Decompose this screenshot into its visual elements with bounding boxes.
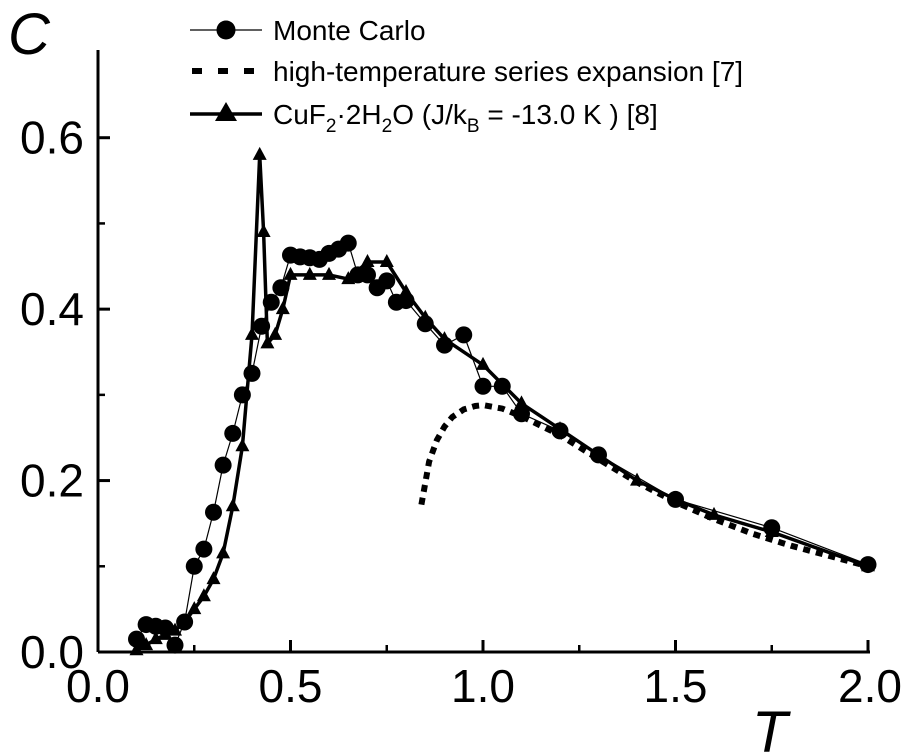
point-cuf2 (379, 254, 394, 267)
point-cuf2 (206, 571, 221, 585)
y-axis-title: C (8, 2, 51, 67)
point-cuf2 (418, 309, 433, 323)
point-cuf2 (177, 614, 192, 627)
point-cuf2 (260, 335, 275, 349)
point-cuf2 (476, 356, 490, 370)
point-cuf2 (148, 631, 163, 645)
point-cuf2 (129, 642, 144, 656)
legend: Monte Carlo high-temperature series expa… (190, 15, 743, 137)
series-layer (128, 146, 877, 656)
y-tick-label: 0.0 (20, 626, 84, 678)
point-cuf2 (630, 472, 644, 486)
series-line-cuf2 (135, 153, 869, 652)
x-tick-label: 2.0 (838, 660, 902, 712)
legend-cu-marker (215, 102, 237, 121)
point-cuf2 (252, 146, 267, 160)
point-cuf2 (283, 266, 298, 280)
point-monte-carlo (243, 364, 261, 382)
point-cuf2 (399, 284, 413, 297)
series-line-high-temperature (418, 402, 869, 570)
point-cuf2 (591, 446, 606, 460)
series-1 (418, 402, 869, 570)
point-cuf2 (861, 558, 875, 572)
point-monte-carlo (205, 503, 222, 521)
legend-hts-label: high-temperature series expansion [7] (273, 56, 743, 87)
point-cuf2 (553, 421, 567, 435)
series-line-monte-carlo (135, 242, 869, 647)
y-tick-label: 0.6 (20, 112, 84, 164)
x-tick-label: 1.0 (451, 660, 515, 712)
y-tick-label: 0.4 (20, 283, 84, 335)
legend-mc-marker (216, 20, 236, 40)
point-cuf2 (341, 271, 356, 285)
point-monte-carlo (474, 377, 492, 395)
point-cuf2 (437, 331, 452, 345)
point-monte-carlo (185, 557, 203, 575)
x-ticks: 0.0 0.5 1.0 1.5 2.0 (66, 640, 902, 712)
point-monte-carlo (455, 326, 473, 344)
point-cuf2 (245, 326, 259, 340)
point-cuf2 (256, 224, 271, 237)
point-cuf2 (707, 506, 721, 520)
point-monte-carlo (224, 424, 242, 442)
legend-cu-label: CuF2·2H2O (J/kB = -13.0 K ) [8] (273, 99, 658, 137)
point-cuf2 (764, 524, 779, 537)
point-cuf2 (139, 637, 154, 651)
point-cuf2 (235, 438, 250, 452)
x-tick-label: 0.0 (66, 660, 130, 712)
point-cuf2 (302, 266, 317, 280)
y-ticks: 0.0 0.2 0.4 0.6 (20, 112, 110, 678)
point-monte-carlo (195, 540, 213, 558)
x-tick-label: 0.5 (259, 660, 323, 712)
y-tick-label: 0.2 (20, 455, 84, 507)
point-cuf2 (275, 301, 290, 315)
x-tick-label: 1.5 (644, 660, 708, 712)
point-cuf2 (268, 326, 283, 340)
point-cuf2 (187, 601, 202, 615)
x-axis-title: T (752, 700, 791, 756)
point-cuf2 (668, 491, 683, 505)
series-2 (129, 146, 875, 656)
point-cuf2 (168, 622, 182, 636)
point-cuf2 (514, 395, 529, 409)
point-monte-carlo (166, 636, 184, 654)
point-monte-carlo (339, 234, 357, 252)
point-cuf2 (225, 498, 240, 512)
point-monte-carlo (378, 272, 396, 290)
point-monte-carlo (128, 630, 145, 648)
point-monte-carlo (359, 266, 376, 284)
point-cuf2 (216, 545, 231, 559)
point-cuf2 (158, 626, 173, 640)
legend-mc-label: Monte Carlo (273, 15, 426, 46)
point-cuf2 (360, 254, 375, 267)
point-cuf2 (196, 588, 211, 602)
point-monte-carlo (214, 456, 232, 474)
point-cuf2 (322, 266, 336, 280)
